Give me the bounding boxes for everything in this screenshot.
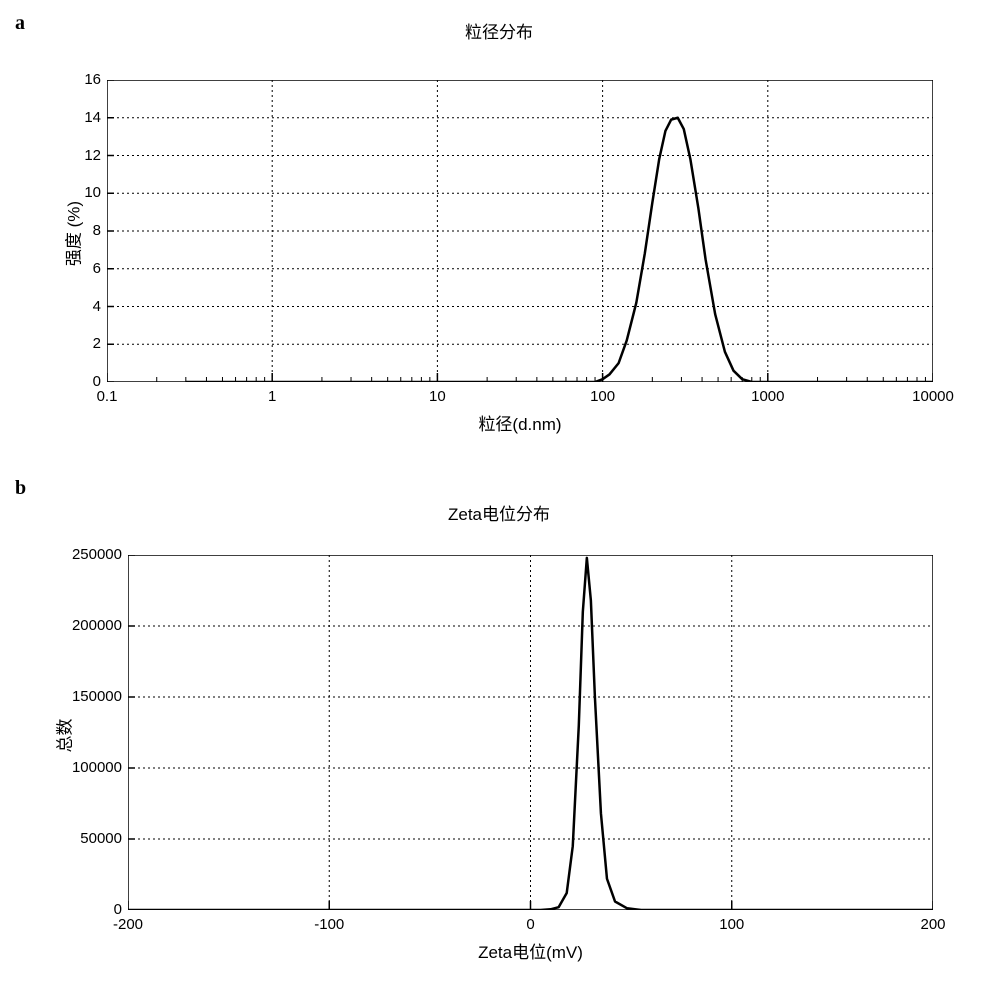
x-tick-label: -100 [299,916,359,933]
x-tick-label: 0 [501,916,561,933]
y-tick-label: 10 [84,184,101,201]
y-tick-label: 2 [93,335,101,352]
panel-label-b: b [15,477,26,500]
y-tick-label: 8 [93,222,101,239]
x-tick-label: 10 [407,388,467,405]
x-tick-label: 200 [903,916,963,933]
x-tick-label: 10000 [903,388,963,405]
y-tick-label: 14 [84,109,101,126]
y-tick-label: 200000 [72,617,122,634]
y-tick-label: 12 [84,147,101,164]
x-axis-label-b: Zeta电位(mV) [128,938,933,963]
y-tick-label: 16 [84,71,101,88]
particle-size-distribution-plot [107,80,933,382]
x-tick-label: 0.1 [77,388,137,405]
chart-svg-b [128,555,933,910]
x-axis-label-a: 粒径(d.nm) [107,410,933,435]
y-axis-label-a: 强度 (%) [60,184,85,284]
y-tick-label: 50000 [80,830,122,847]
y-tick-label: 100000 [72,759,122,776]
zeta-potential-distribution-plot [128,555,933,910]
y-tick-label: 250000 [72,546,122,563]
x-tick-label: 100 [702,916,762,933]
x-tick-label: 1 [242,388,302,405]
chart-svg-a [107,80,933,382]
y-tick-label: 6 [93,260,101,277]
y-tick-label: 4 [93,298,101,315]
y-tick-label: 150000 [72,688,122,705]
x-tick-label: 100 [573,388,633,405]
x-tick-label: 1000 [738,388,798,405]
x-tick-label: -200 [98,916,158,933]
chart-title-b: Zeta电位分布 [0,500,998,525]
chart-title-a: 粒径分布 [0,18,998,43]
